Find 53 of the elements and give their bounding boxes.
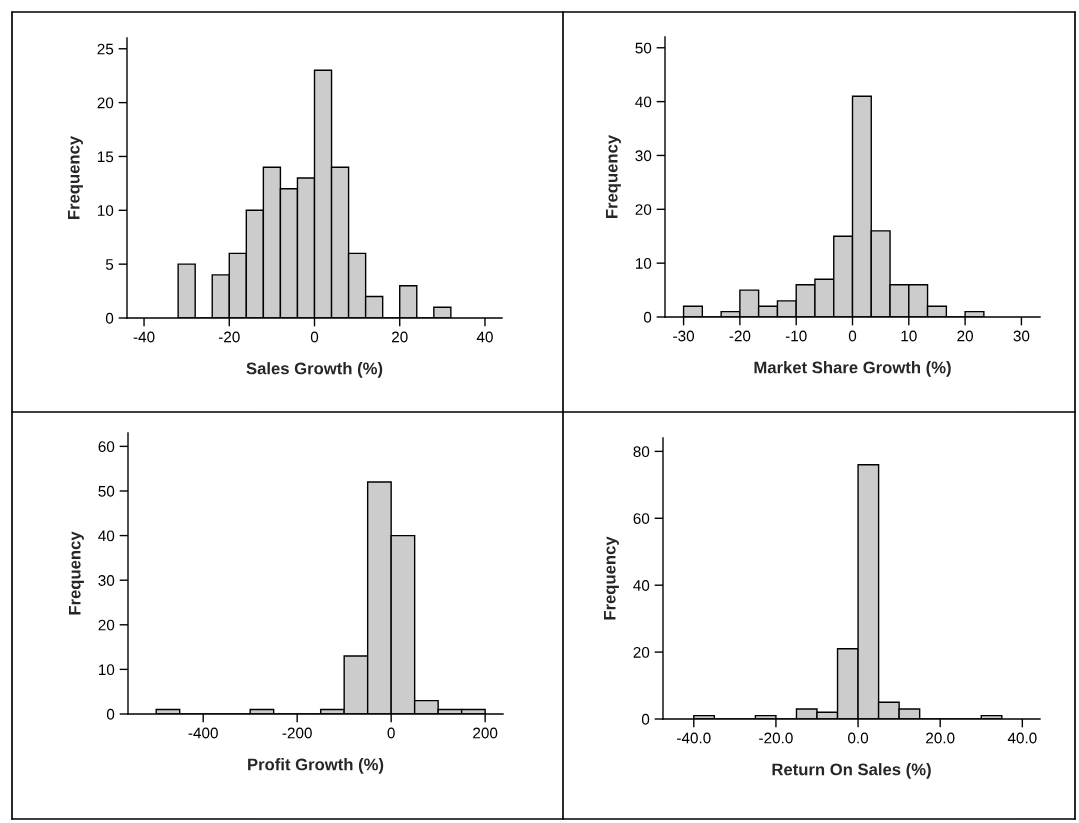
- x-tick-label: -20: [218, 331, 240, 343]
- y-tick-label: 40: [98, 530, 115, 542]
- y-tick-label: 50: [635, 42, 652, 54]
- x-axis-title: Sales Growth (%): [246, 362, 383, 378]
- x-tick-label: 0: [310, 331, 319, 343]
- y-tick-label: 20: [633, 646, 650, 658]
- y-tick-label: 10: [98, 664, 115, 676]
- y-tick-label: 60: [98, 441, 115, 453]
- y-tick-label: 0: [106, 708, 115, 720]
- y-tick-label: 20: [635, 204, 652, 215]
- x-tick-label: 200: [473, 727, 498, 739]
- y-tick-label: 0: [641, 713, 650, 725]
- y-tick-label: 80: [633, 446, 650, 458]
- y-tick-label: 30: [98, 575, 115, 586]
- x-tick-label: 10: [901, 330, 917, 342]
- y-axis-title: Frequency: [68, 135, 83, 220]
- y-tick-label: 10: [635, 258, 652, 269]
- y-axis-title: Frequency: [604, 536, 619, 620]
- x-tick-label: -10: [785, 330, 807, 342]
- y-tick-label: 20: [97, 97, 114, 109]
- y-tick-label: 40: [635, 96, 652, 108]
- y-tick-label: 0: [105, 312, 114, 324]
- x-tick-label: -30: [673, 330, 695, 342]
- x-axis-title: Profit Growth (%): [248, 758, 384, 774]
- x-tick-label: -200: [282, 727, 312, 739]
- x-tick-label: -20: [729, 330, 751, 342]
- y-tick-label: 10: [97, 205, 114, 216]
- x-tick-label: 0: [848, 330, 857, 342]
- y-tick-label: 5: [105, 259, 114, 270]
- x-axis-title: Return On Sales (%): [772, 763, 931, 779]
- y-tick-label: 30: [635, 150, 652, 162]
- x-tick-label: -20.0: [759, 732, 793, 744]
- y-tick-label: 50: [98, 485, 115, 497]
- y-tick-label: 15: [97, 151, 114, 163]
- x-tick-label: 0.0: [848, 732, 869, 744]
- x-axis-title: Market Share Growth (%): [754, 361, 951, 377]
- y-axis-title: Frequency: [69, 531, 84, 615]
- x-tick-label: -40: [133, 331, 155, 343]
- x-tick-label: -40.0: [677, 732, 711, 744]
- x-tick-label: 40: [476, 331, 493, 343]
- y-tick-label: 40: [633, 580, 650, 591]
- x-tick-label: -400: [188, 727, 218, 739]
- y-tick-label: 0: [643, 311, 652, 323]
- x-tick-label: 40.0: [1007, 732, 1037, 744]
- x-tick-label: 0: [387, 727, 395, 739]
- x-tick-label: 20: [957, 330, 974, 342]
- y-tick-label: 60: [633, 513, 650, 524]
- x-tick-label: 20.0: [926, 732, 955, 744]
- x-tick-label: 30: [1013, 330, 1030, 342]
- y-tick-label: 20: [98, 619, 115, 631]
- x-tick-label: 20: [392, 331, 408, 343]
- y-axis-title: Frequency: [606, 134, 621, 219]
- y-tick-label: 25: [97, 43, 114, 55]
